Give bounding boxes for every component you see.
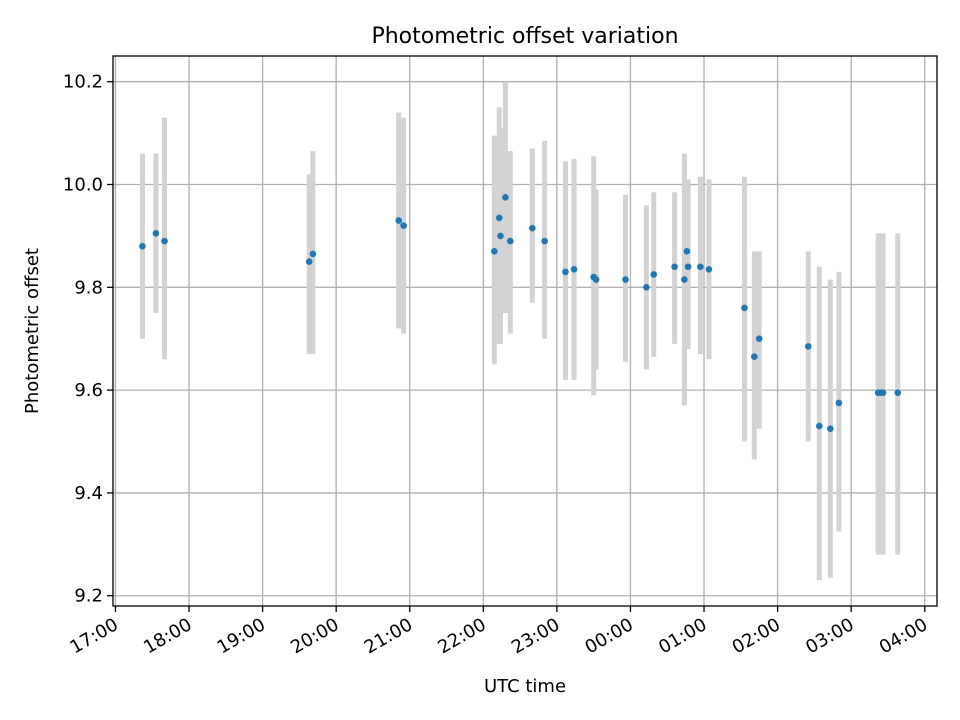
y-tick-label: 9.8 bbox=[74, 277, 103, 298]
data-point bbox=[152, 230, 160, 237]
x-tick-label: 04:00 bbox=[876, 614, 931, 658]
data-point bbox=[622, 276, 629, 283]
data-point bbox=[650, 271, 658, 278]
x-tick-label: 02:00 bbox=[729, 614, 784, 658]
data-point bbox=[879, 389, 887, 396]
x-tick-label: 18:00 bbox=[140, 614, 195, 658]
y-axis-ticks: 9.2 9.4 9.6 9.8 10.0 10.2 bbox=[63, 72, 113, 607]
data-point bbox=[705, 266, 713, 273]
data-point bbox=[697, 263, 704, 271]
y-axis-label: Photometric offset bbox=[22, 248, 43, 414]
data-point bbox=[835, 399, 843, 407]
x-axis-ticks: 17:00 18:00 19:00 20:00 21:00 22:00 23:00 00:00… bbox=[67, 606, 931, 658]
grid bbox=[113, 56, 937, 606]
data-point bbox=[395, 217, 403, 224]
data-point bbox=[491, 248, 498, 255]
error-bars bbox=[139, 81, 901, 581]
x-tick-label: 17:00 bbox=[67, 614, 122, 658]
x-tick-label: 21:00 bbox=[361, 614, 416, 658]
data-point bbox=[529, 224, 536, 232]
x-tick-label: 20:00 bbox=[287, 614, 342, 658]
y-tick-label: 10.2 bbox=[63, 72, 103, 93]
x-tick-label: 23:00 bbox=[508, 614, 563, 658]
data-point bbox=[400, 222, 407, 229]
x-tick-label: 19:00 bbox=[214, 614, 269, 658]
data-point bbox=[570, 266, 578, 273]
data-point bbox=[497, 232, 504, 240]
data-point bbox=[495, 214, 503, 222]
y-tick-label: 9.6 bbox=[74, 380, 103, 401]
data-point bbox=[671, 263, 678, 271]
data-point bbox=[755, 335, 763, 343]
data-point bbox=[894, 389, 902, 396]
x-tick-label: 00:00 bbox=[582, 614, 637, 658]
data-point bbox=[562, 268, 569, 276]
y-tick-label: 9.2 bbox=[74, 586, 103, 607]
x-axis-label: UTC time bbox=[484, 676, 566, 697]
data-point bbox=[139, 242, 146, 250]
plot-frame bbox=[112, 55, 938, 607]
x-tick-label: 01:00 bbox=[655, 614, 710, 658]
data-point bbox=[592, 276, 600, 283]
data-point bbox=[502, 194, 509, 201]
data-point bbox=[684, 263, 692, 271]
data-point bbox=[541, 237, 548, 245]
data-point bbox=[804, 343, 812, 350]
x-tick-label: 22:00 bbox=[434, 614, 489, 658]
data-point bbox=[750, 353, 758, 361]
data-point bbox=[681, 276, 688, 283]
y-tick-label: 10.0 bbox=[63, 175, 103, 196]
x-tick-label: 03:00 bbox=[802, 614, 857, 658]
data-point bbox=[161, 237, 168, 245]
data-point bbox=[305, 258, 313, 265]
data-point bbox=[309, 250, 317, 258]
data-point bbox=[683, 248, 691, 255]
data-point bbox=[506, 237, 514, 245]
y-tick-label: 9.4 bbox=[74, 483, 103, 504]
data-point bbox=[643, 284, 650, 291]
data-point bbox=[815, 422, 823, 430]
chart-title: Photometric offset variation bbox=[371, 24, 678, 49]
data-points bbox=[139, 194, 902, 432]
data-point bbox=[827, 425, 834, 432]
data-point bbox=[741, 304, 748, 312]
